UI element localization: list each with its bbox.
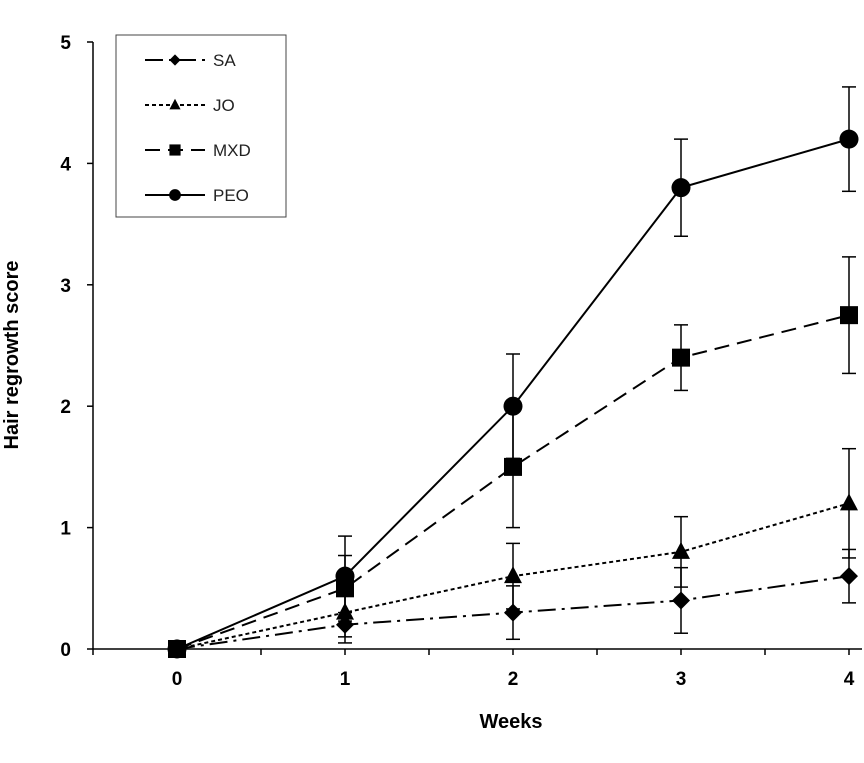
series-layer <box>167 86 859 659</box>
legend-marker <box>169 98 181 110</box>
x-tick-label: 0 <box>172 669 183 690</box>
legend-label-sa: SA <box>213 51 236 70</box>
legend-label-peo: PEO <box>213 186 249 205</box>
data-point-peo <box>503 396 523 416</box>
legend-box <box>115 34 287 218</box>
legend-label-mxd: MXD <box>213 141 251 160</box>
y-axis-title: Hair regrowth score <box>1 261 23 450</box>
x-tick-label: 2 <box>508 669 519 690</box>
y-tick-label: 4 <box>60 154 71 175</box>
y-tick-label: 2 <box>60 397 71 418</box>
axes <box>92 42 862 650</box>
y-tick-label: 5 <box>60 33 71 54</box>
y-tick-label: 0 <box>60 640 71 661</box>
y-tick-label: 3 <box>60 276 71 297</box>
y-ticks: 0 1 2 3 4 5 <box>60 33 93 661</box>
series-peo <box>167 86 859 659</box>
legend: SA JO MXD PEO <box>115 34 287 218</box>
series-line-mxd <box>176 314 850 650</box>
data-point-sa <box>672 591 690 610</box>
data-point-peo <box>335 566 355 586</box>
x-axis-title: Weeks <box>479 711 542 733</box>
x-tick-label: 4 <box>844 669 855 690</box>
data-point-jo <box>504 566 522 584</box>
y-tick-label: 1 <box>60 519 71 540</box>
x-tick-label: 1 <box>340 669 351 690</box>
data-point-peo <box>167 639 187 659</box>
data-point-jo <box>672 541 690 559</box>
data-point-jo <box>840 493 858 511</box>
data-point-mxd <box>840 306 858 325</box>
data-point-mxd <box>504 457 522 476</box>
data-point-sa <box>504 603 522 622</box>
legend-marker <box>169 189 181 201</box>
data-point-peo <box>671 178 691 198</box>
legend-label-jo: JO <box>213 96 235 115</box>
legend-marker-mxd <box>169 144 181 156</box>
legend-marker-peo <box>169 189 181 201</box>
x-ticks: 0 1 2 3 4 <box>92 649 855 690</box>
data-point-peo <box>839 129 859 149</box>
data-point-mxd <box>672 348 690 367</box>
legend-marker-jo <box>169 98 181 110</box>
data-point-sa <box>840 567 858 586</box>
legend-marker <box>169 144 181 156</box>
x-tick-label: 3 <box>676 669 687 690</box>
